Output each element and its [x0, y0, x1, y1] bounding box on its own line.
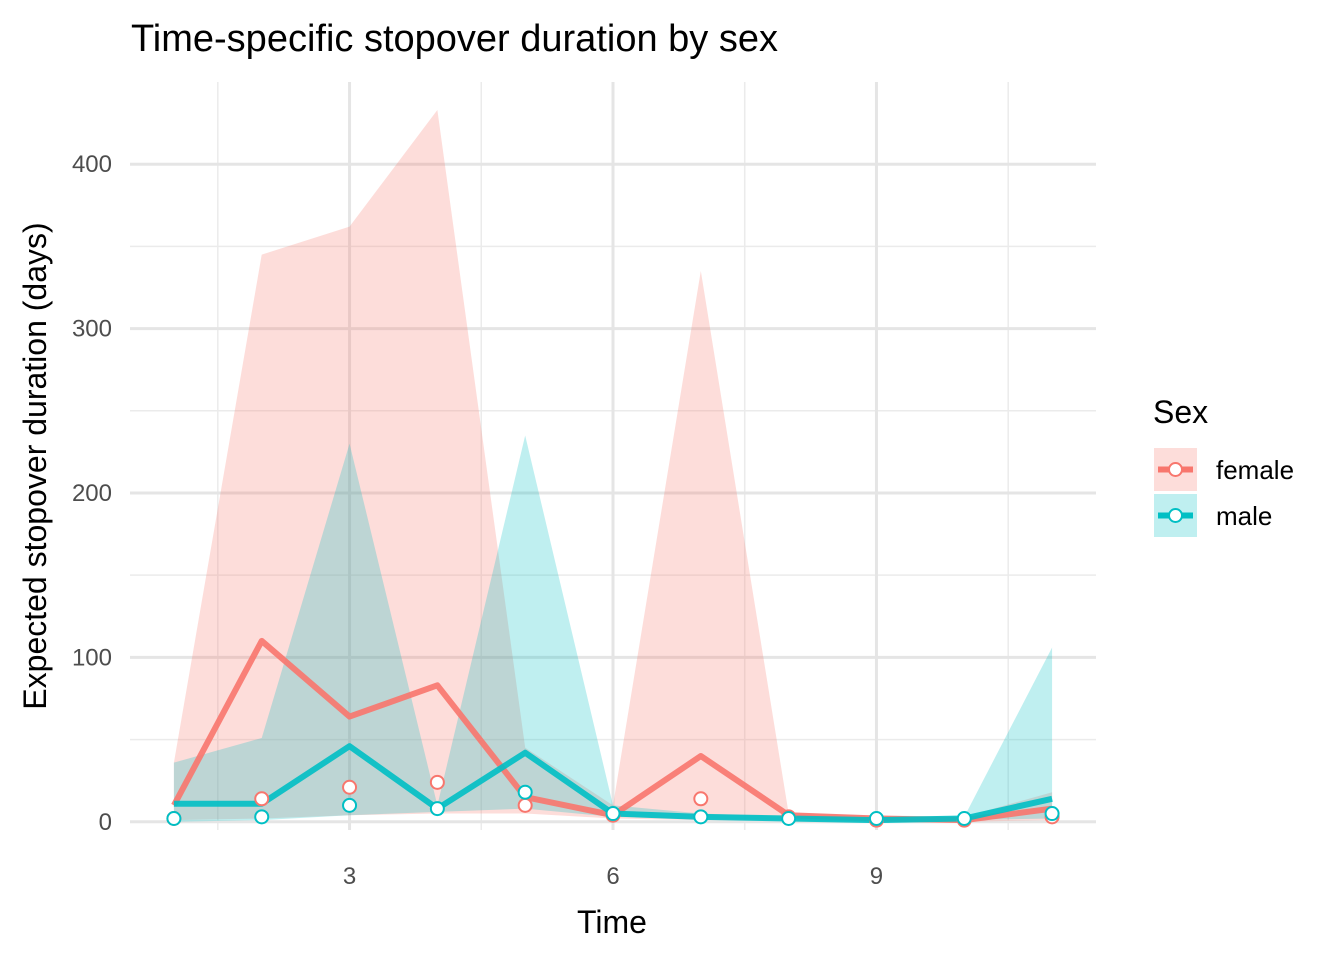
- y-tick-label: 200: [72, 480, 112, 507]
- point-male: [254, 809, 270, 825]
- point-male: [956, 810, 972, 826]
- point-male: [781, 810, 797, 826]
- point-male: [517, 784, 533, 800]
- x-tick-labels: 3 6 9: [343, 863, 883, 890]
- point-male: [1044, 806, 1060, 822]
- confidence-ribbons: [173, 109, 1053, 822]
- y-tick-label: 400: [72, 151, 112, 178]
- ribbon-female: [173, 109, 1053, 822]
- y-tick-label: 100: [72, 644, 112, 671]
- point-female: [254, 791, 270, 807]
- legend: Sex female male: [1153, 394, 1294, 537]
- x-tick-label: 6: [606, 863, 619, 890]
- y-tick-labels: 0 100 200 300 400: [72, 151, 112, 836]
- legend-title: Sex: [1153, 394, 1208, 430]
- y-axis-title: Expected stopover duration (days): [17, 222, 53, 709]
- y-tick-label: 300: [72, 316, 112, 343]
- legend-point-female: [1168, 462, 1183, 477]
- point-female: [342, 779, 358, 795]
- point-male: [693, 809, 709, 825]
- point-female: [429, 774, 445, 790]
- x-tick-label: 9: [870, 863, 883, 890]
- grid-major: [130, 82, 1096, 830]
- point-male: [166, 810, 182, 826]
- legend-point-male: [1168, 508, 1183, 523]
- legend-label-male: male: [1216, 501, 1272, 531]
- series-points: [166, 774, 1060, 828]
- x-axis-title: Time: [577, 904, 647, 940]
- ribbon-male: [173, 435, 1053, 822]
- legend-label-female: female: [1216, 455, 1294, 485]
- point-male: [868, 810, 884, 826]
- point-male: [429, 801, 445, 817]
- y-tick-label: 0: [99, 809, 112, 836]
- point-female: [693, 791, 709, 807]
- point-female: [517, 797, 533, 813]
- chart-title: Time-specific stopover duration by sex: [131, 18, 778, 60]
- point-male: [342, 797, 358, 813]
- point-male: [605, 806, 621, 822]
- x-tick-label: 3: [343, 863, 356, 890]
